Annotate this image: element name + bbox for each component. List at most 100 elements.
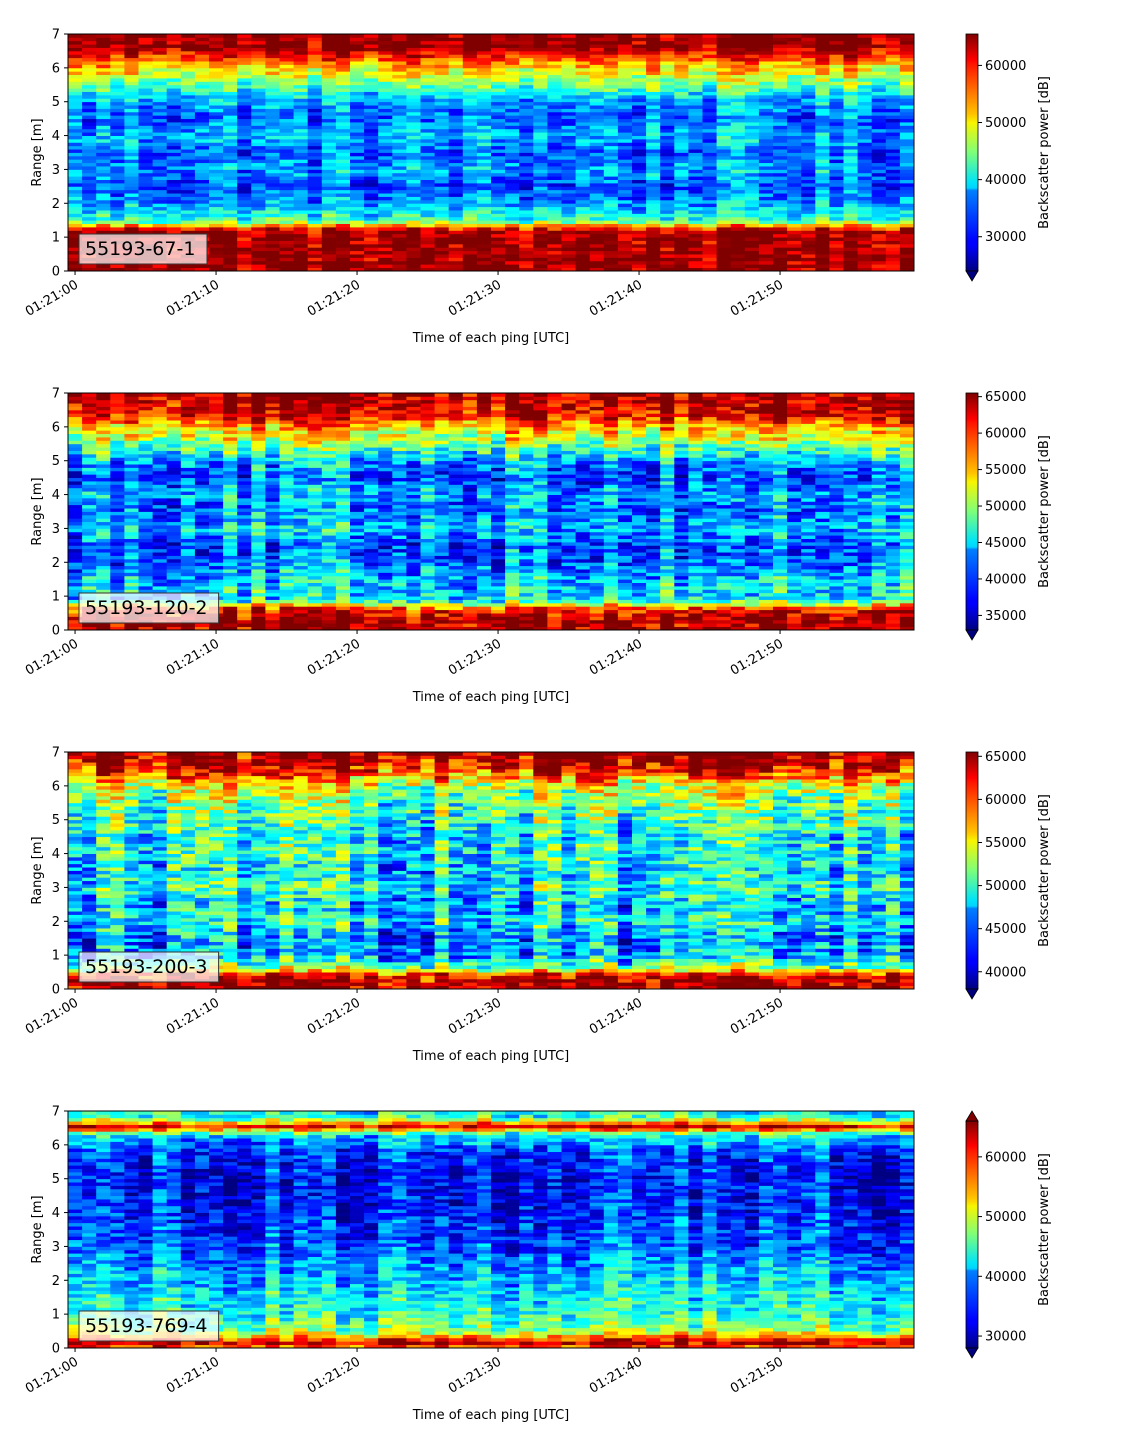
heatmap-cell xyxy=(293,179,309,184)
heatmap-cell xyxy=(533,88,548,92)
heatmap-cell xyxy=(166,64,182,69)
heatmap-cell xyxy=(152,230,168,235)
heatmap-cell xyxy=(603,37,619,42)
heatmap-cell xyxy=(660,54,675,59)
heatmap-cell xyxy=(801,254,816,258)
heatmap-cell xyxy=(138,548,153,553)
heatmap-cell xyxy=(899,64,915,69)
heatmap-cell xyxy=(491,91,506,96)
heatmap-cell xyxy=(265,67,280,72)
heatmap-cell xyxy=(335,230,351,235)
heatmap-cell xyxy=(547,118,562,123)
heatmap-cell xyxy=(420,71,435,76)
heatmap-cell xyxy=(448,169,464,174)
heatmap-cell xyxy=(335,78,351,82)
heatmap-cell xyxy=(702,230,717,235)
heatmap-cell xyxy=(646,220,661,224)
heatmap-cell xyxy=(462,233,478,238)
heatmap-cell xyxy=(801,206,816,211)
heatmap-cell xyxy=(350,203,365,208)
heatmap-cell xyxy=(152,538,168,543)
heatmap-cell xyxy=(716,111,732,116)
heatmap-cell xyxy=(787,166,802,170)
heatmap-cell xyxy=(575,37,591,42)
heatmap-cell xyxy=(166,91,182,96)
heatmap-cell xyxy=(124,213,139,218)
heatmap-cell xyxy=(138,196,153,201)
heatmap-cell xyxy=(138,128,153,133)
heatmap-cell xyxy=(448,243,464,248)
heatmap-cell xyxy=(632,88,647,92)
heatmap-cell xyxy=(124,118,139,123)
heatmap-cell xyxy=(815,47,830,52)
heatmap-cell xyxy=(815,91,830,96)
heatmap-cell xyxy=(209,182,224,187)
heatmap-cell xyxy=(744,74,760,79)
heatmap-cell xyxy=(194,118,210,123)
heatmap-cell xyxy=(632,166,647,170)
heatmap-cell xyxy=(364,37,379,42)
heatmap-cell xyxy=(124,626,139,631)
heatmap-cell xyxy=(829,203,844,208)
heatmap-cell xyxy=(801,64,816,69)
heatmap-cell xyxy=(166,152,182,157)
heatmap-cell xyxy=(476,91,492,96)
heatmap-cell xyxy=(321,169,337,174)
heatmap-cell xyxy=(209,172,224,177)
heatmap-cell xyxy=(68,619,83,624)
heatmap-cell xyxy=(96,484,111,489)
heatmap-cell xyxy=(434,196,450,201)
heatmap-cell xyxy=(152,443,168,448)
heatmap-cell xyxy=(575,196,591,201)
heatmap-cell xyxy=(843,81,858,86)
heatmap-cell xyxy=(632,108,647,113)
heatmap-cell xyxy=(561,223,576,228)
heatmap-cell xyxy=(110,569,125,573)
heatmap-cell xyxy=(547,172,562,177)
heatmap-cell xyxy=(68,111,83,116)
heatmap-cell xyxy=(110,531,125,536)
heatmap-cell xyxy=(716,260,732,265)
heatmap-cell xyxy=(279,182,294,187)
heatmap-cell xyxy=(82,149,97,153)
heatmap-cell xyxy=(392,240,407,245)
heatmap-cell xyxy=(787,254,802,258)
heatmap-cell xyxy=(448,118,464,123)
heatmap-cell xyxy=(237,210,252,214)
heatmap-cell xyxy=(350,64,365,69)
heatmap-cell xyxy=(194,155,210,160)
heatmap-cell xyxy=(209,579,224,583)
heatmap-cell xyxy=(237,189,252,194)
heatmap-cell xyxy=(194,511,210,516)
heatmap-cell xyxy=(801,57,816,62)
heatmap-cell xyxy=(378,105,393,109)
heatmap-cell xyxy=(335,105,351,109)
heatmap-cell xyxy=(364,54,379,59)
heatmap-cell xyxy=(646,54,661,59)
heatmap-cell xyxy=(152,504,168,509)
heatmap-cell xyxy=(335,125,351,130)
heatmap-cell xyxy=(660,91,675,96)
heatmap-cell xyxy=(758,267,774,272)
heatmap-cell xyxy=(533,108,548,113)
heatmap-cell xyxy=(632,169,647,174)
heatmap-cell xyxy=(829,254,844,258)
heatmap-cell xyxy=(617,135,633,140)
heatmap-cell xyxy=(758,88,774,92)
heatmap-cell xyxy=(82,406,97,411)
heatmap-cell xyxy=(110,71,125,76)
heatmap-cell xyxy=(209,582,224,587)
heatmap-cell xyxy=(801,264,816,269)
heatmap-cell xyxy=(265,145,280,150)
heatmap-cell xyxy=(209,193,224,197)
heatmap-cell xyxy=(462,125,478,130)
heatmap-cell xyxy=(547,264,562,269)
heatmap-cell xyxy=(237,132,252,136)
heatmap-cell xyxy=(716,203,732,208)
heatmap-cell xyxy=(519,162,534,167)
heatmap-cell xyxy=(378,193,393,197)
heatmap-cell xyxy=(547,128,562,133)
heatmap-cell xyxy=(561,81,576,86)
heatmap-cell xyxy=(307,118,323,123)
heatmap-cell xyxy=(68,531,83,536)
